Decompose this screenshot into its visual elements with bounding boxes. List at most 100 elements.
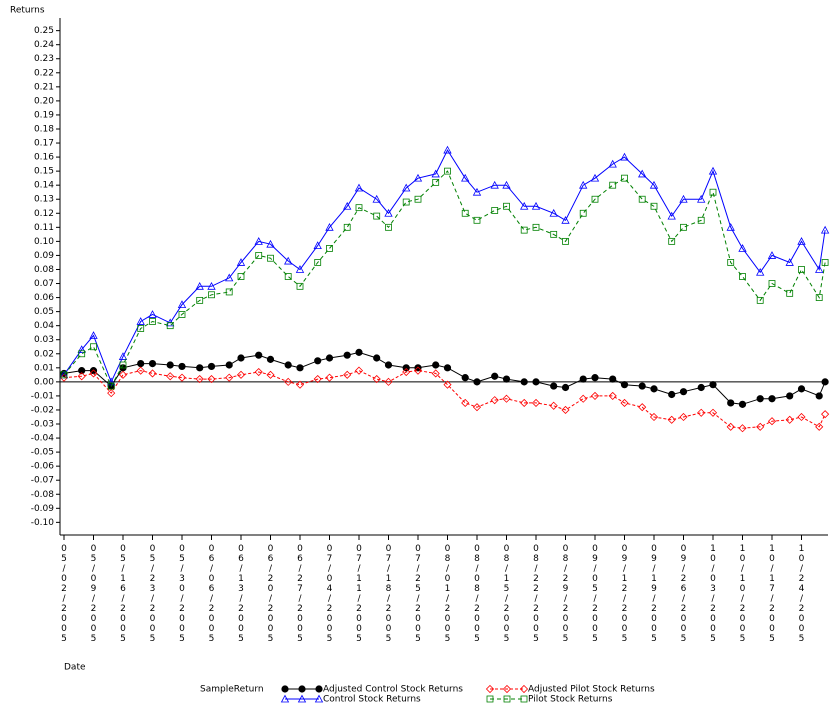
marker bbox=[236, 258, 246, 266]
legend-marker bbox=[503, 695, 511, 703]
marker bbox=[148, 310, 157, 318]
y-tick-label: -0.08 bbox=[31, 490, 55, 500]
x-tick-label: 06/27/2005 bbox=[295, 544, 305, 644]
marker bbox=[225, 373, 234, 382]
y-tick-label: -0.07 bbox=[31, 476, 54, 486]
marker bbox=[798, 266, 805, 273]
marker bbox=[118, 352, 128, 360]
marker bbox=[561, 215, 570, 224]
marker bbox=[78, 367, 86, 375]
x-tick-label: 06/13/2005 bbox=[236, 544, 246, 644]
marker bbox=[137, 360, 145, 368]
x-tick-label: 09/12/2005 bbox=[619, 544, 630, 644]
marker bbox=[815, 422, 824, 431]
marker bbox=[520, 226, 528, 234]
x-tick-label: 05/09/2005 bbox=[88, 544, 99, 644]
marker bbox=[756, 422, 765, 431]
marker bbox=[443, 380, 452, 389]
marker bbox=[738, 400, 747, 408]
y-tick-label: 0.10 bbox=[34, 237, 54, 247]
marker bbox=[520, 398, 529, 408]
marker bbox=[709, 381, 717, 389]
y-axis-label: Returns bbox=[10, 6, 45, 16]
marker bbox=[561, 405, 570, 415]
marker bbox=[756, 395, 764, 403]
legend-marker bbox=[280, 694, 290, 703]
x-tick-label: 10/17/2005 bbox=[767, 544, 777, 644]
marker bbox=[821, 410, 830, 419]
marker bbox=[697, 383, 705, 392]
marker bbox=[107, 389, 116, 398]
marker bbox=[768, 395, 776, 403]
marker bbox=[727, 259, 735, 266]
marker bbox=[579, 180, 588, 189]
marker bbox=[638, 195, 646, 203]
marker bbox=[821, 378, 829, 386]
marker bbox=[472, 403, 482, 412]
marker bbox=[266, 370, 275, 379]
marker bbox=[549, 401, 558, 410]
marker bbox=[726, 422, 735, 431]
legend-marker bbox=[485, 684, 495, 694]
marker bbox=[503, 202, 510, 210]
marker bbox=[461, 374, 469, 382]
marker bbox=[502, 180, 511, 189]
marker bbox=[472, 187, 482, 196]
marker bbox=[532, 378, 540, 386]
marker bbox=[295, 380, 305, 389]
marker bbox=[727, 399, 735, 407]
marker bbox=[620, 381, 629, 389]
marker bbox=[254, 237, 263, 245]
marker bbox=[461, 398, 470, 408]
x-tick-label: 05/23/2005 bbox=[147, 544, 158, 644]
marker bbox=[591, 195, 599, 203]
marker bbox=[414, 195, 422, 203]
x-tick-label: 08/29/2005 bbox=[560, 544, 571, 644]
marker bbox=[650, 385, 658, 393]
marker bbox=[756, 267, 765, 276]
marker bbox=[609, 181, 617, 189]
marker bbox=[785, 258, 794, 266]
marker bbox=[266, 355, 275, 363]
marker bbox=[650, 202, 658, 210]
marker bbox=[118, 370, 128, 379]
marker bbox=[325, 222, 334, 231]
marker bbox=[520, 201, 529, 210]
marker bbox=[490, 180, 499, 189]
legend-marker bbox=[281, 685, 289, 693]
legend-marker bbox=[486, 695, 494, 703]
marker bbox=[237, 273, 245, 280]
marker bbox=[284, 256, 293, 265]
x-tick-label: 09/05/2005 bbox=[590, 544, 600, 644]
marker bbox=[372, 194, 381, 203]
y-tick-label: 0.18 bbox=[34, 124, 54, 134]
y-tick-label: 0.01 bbox=[34, 363, 54, 373]
marker bbox=[372, 374, 381, 384]
marker bbox=[609, 375, 617, 383]
y-tick-label: 0.25 bbox=[34, 26, 54, 36]
marker bbox=[797, 412, 806, 422]
marker bbox=[295, 265, 305, 273]
marker bbox=[697, 216, 705, 224]
series-line bbox=[63, 370, 826, 429]
marker bbox=[136, 366, 145, 375]
marker bbox=[90, 343, 97, 351]
marker bbox=[620, 152, 629, 161]
marker bbox=[178, 311, 186, 318]
marker bbox=[355, 204, 363, 212]
x-tick-label: 06/06/2005 bbox=[206, 544, 217, 644]
marker bbox=[343, 351, 351, 359]
x-tick-label: 06/20/2005 bbox=[265, 544, 276, 644]
y-tick-label: 0.00 bbox=[34, 377, 54, 387]
y-tick-label: 0.15 bbox=[34, 167, 54, 177]
legend-marker bbox=[297, 694, 307, 703]
marker bbox=[208, 291, 215, 299]
marker bbox=[621, 174, 628, 182]
marker bbox=[520, 378, 528, 386]
marker bbox=[532, 223, 540, 231]
marker bbox=[296, 364, 304, 372]
y-tick-label: -0.01 bbox=[31, 391, 54, 401]
marker bbox=[431, 169, 440, 178]
